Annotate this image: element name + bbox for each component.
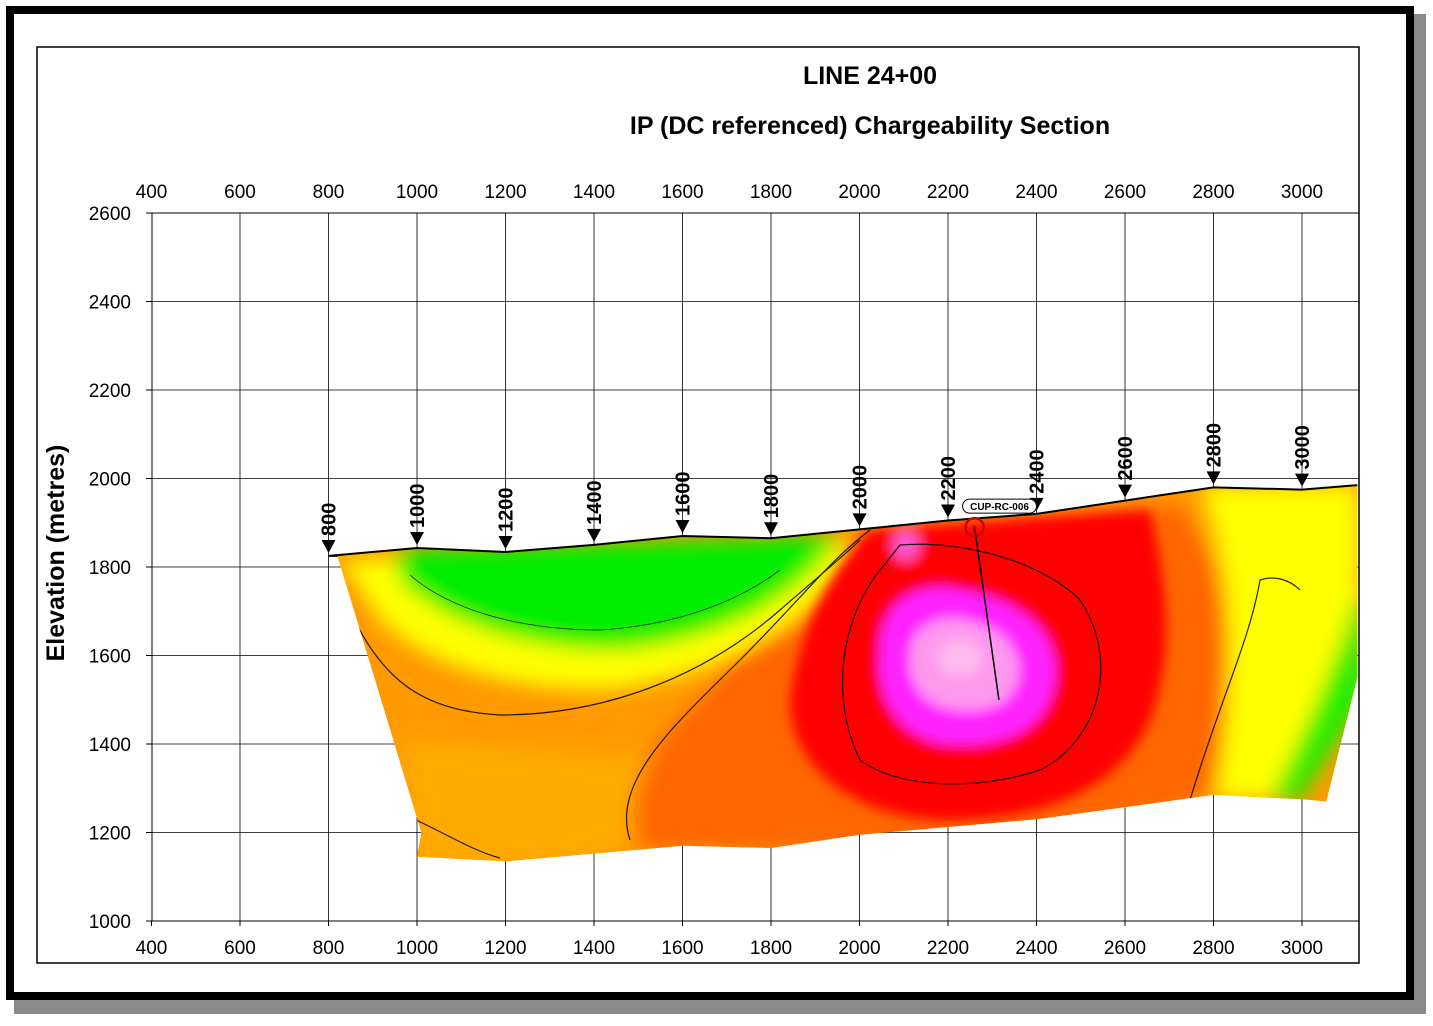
x-tick-label-top: 400 — [136, 182, 168, 203]
station-marker-1200 — [498, 535, 513, 549]
station-marker-1600 — [675, 520, 690, 534]
chargeability-fill — [328, 485, 1358, 862]
contour-lines — [344, 529, 1301, 859]
station-label-2000: 2000 — [850, 465, 872, 510]
drillhole-collar — [964, 516, 985, 538]
x-tick-label-top: 2200 — [927, 182, 969, 203]
x-tick-label-bottom: 2400 — [1015, 938, 1057, 959]
x-tick-label-top: 600 — [224, 182, 256, 203]
station-marker-2800 — [1206, 471, 1221, 485]
station-marker-2200 — [941, 504, 955, 518]
contour-line — [1189, 577, 1301, 801]
y-tick-label: 1400 — [89, 735, 131, 756]
station-label-3000: 3000 — [1292, 425, 1314, 470]
y-tick-label: 2600 — [89, 204, 131, 225]
station-marker-800 — [321, 539, 336, 553]
y-tick-label: 2400 — [89, 293, 131, 314]
chart-subtitle: IP (DC referenced) Chargeability Section — [630, 112, 1110, 140]
drillhole: CUP-RC-006 — [962, 498, 1038, 700]
station-label-1000: 1000 — [407, 483, 429, 528]
contour-line — [841, 543, 1102, 785]
axes: 400 400 600 600 800 800 1000 1000 1200 1200 1400 14… — [89, 182, 1323, 959]
x-tick-label-bottom: 1200 — [484, 938, 526, 959]
y-axis-label: Elevation (metres) — [42, 445, 70, 662]
station-label-1800: 1800 — [761, 474, 783, 519]
drillhole-collar-center — [972, 525, 977, 530]
x-tick-label-top: 2600 — [1104, 182, 1146, 203]
station-marker-1400 — [587, 528, 601, 542]
x-tick-label-top: 2800 — [1192, 182, 1234, 203]
x-tick-label-top: 3000 — [1281, 182, 1323, 203]
x-tick-label-top: 1800 — [750, 182, 792, 203]
station-label-800: 800 — [319, 503, 341, 536]
x-tick-label-top: 1200 — [484, 182, 526, 203]
x-tick-label-bottom: 1800 — [750, 938, 792, 959]
station-label-1400: 1400 — [584, 480, 606, 525]
x-tick-label-bottom: 1000 — [396, 938, 438, 959]
x-tick-label-top: 800 — [313, 182, 345, 203]
contour-line — [409, 569, 781, 631]
x-tick-label-bottom: 400 — [136, 938, 168, 959]
topography-line — [328, 484, 1358, 557]
x-tick-label-top: 1400 — [573, 182, 615, 203]
station-label-2400: 2400 — [1027, 449, 1049, 494]
x-tick-label-bottom: 800 — [313, 938, 345, 959]
station-label-2600: 2600 — [1115, 436, 1137, 481]
x-tick-label-bottom: 600 — [224, 938, 256, 959]
contour-line — [625, 529, 871, 841]
station-label-2200: 2200 — [938, 456, 960, 501]
stations: 800 1000 1200 1400 1600 1800 2000 2200 2400 2600 2… — [319, 423, 1314, 553]
x-tick-label-bottom: 3000 — [1281, 938, 1323, 959]
chart-title: LINE 24+00 — [803, 62, 937, 90]
y-tick-label: 2200 — [89, 381, 131, 402]
x-tick-label-bottom: 1400 — [573, 938, 615, 959]
x-tick-label-bottom: 1600 — [661, 938, 703, 959]
green-lobe — [395, 535, 840, 650]
drillhole-label-box — [962, 498, 1038, 514]
x-tick-label-bottom: 2600 — [1104, 938, 1146, 959]
drillhole-label: CUP-RC-006 — [970, 502, 1029, 513]
station-label-1600: 1600 — [673, 472, 695, 517]
y-tick-label: 1800 — [89, 558, 131, 579]
peak-core — [938, 640, 982, 676]
x-tick-label-top: 2000 — [838, 182, 880, 203]
y-tick-label: 1200 — [89, 824, 131, 845]
y-tick-label: 1600 — [89, 647, 131, 668]
station-marker-1000 — [410, 531, 424, 545]
x-tick-label-top: 1000 — [396, 182, 438, 203]
x-tick-label-bottom: 2800 — [1192, 938, 1234, 959]
station-marker-2000 — [852, 513, 867, 527]
x-tick-label-bottom: 2000 — [838, 938, 880, 959]
station-label-1200: 1200 — [496, 487, 518, 532]
station-marker-1800 — [764, 522, 778, 536]
x-tick-label-bottom: 2200 — [927, 938, 969, 959]
drillhole-trace — [973, 527, 1000, 700]
orange-lower-band — [400, 740, 700, 862]
green-east — [1270, 600, 1358, 800]
y-tick-label: 1000 — [89, 912, 131, 933]
station-marker-2600 — [1118, 484, 1132, 498]
y-tick-label: 2000 — [89, 470, 131, 491]
x-tick-label-top: 2400 — [1015, 182, 1057, 203]
station-label-2800: 2800 — [1204, 423, 1226, 468]
station-marker-3000 — [1295, 473, 1309, 487]
x-tick-label-top: 1600 — [661, 182, 703, 203]
contour-line — [344, 539, 861, 716]
